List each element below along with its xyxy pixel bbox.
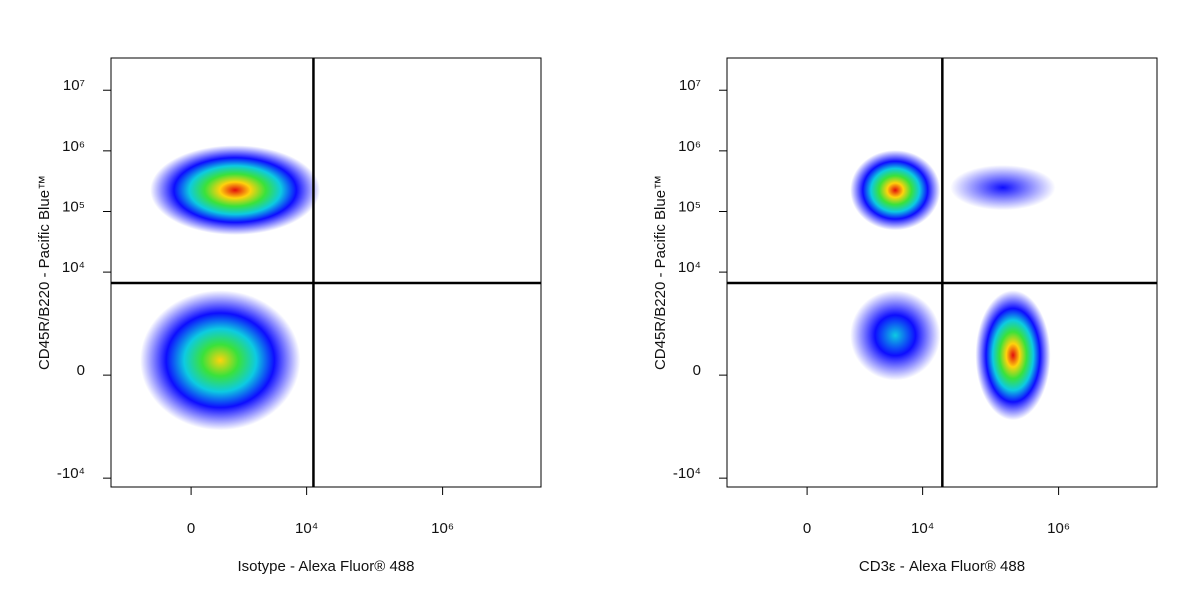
- y-axis-label: CD45R/B220 - Pacific Blue™: [36, 175, 53, 370]
- population: [150, 145, 321, 235]
- y-tick-label: -10⁴: [57, 465, 85, 482]
- y-tick-label: -10⁴: [673, 465, 701, 482]
- y-tick-label: 10⁶: [62, 138, 85, 155]
- y-tick-label: 0: [693, 362, 701, 379]
- x-axis-label: Isotype - Alexa Fluor® 488: [238, 558, 415, 575]
- y-tick-label: 10⁶: [678, 138, 701, 155]
- population: [850, 150, 941, 231]
- y-tick-label: 10⁴: [62, 259, 85, 276]
- y-tick-label: 0: [77, 362, 85, 379]
- population: [850, 290, 941, 381]
- x-tick-label: 10⁴: [295, 520, 318, 537]
- population: [950, 164, 1056, 211]
- x-tick-label: 0: [187, 520, 195, 537]
- x-tick-label: 10⁶: [431, 520, 454, 537]
- y-tick-label: 10⁵: [678, 198, 701, 215]
- x-tick-label: 0: [803, 520, 811, 537]
- population: [140, 290, 301, 431]
- x-tick-label: 10⁶: [1047, 520, 1070, 537]
- y-tick-label: 10⁷: [63, 77, 85, 94]
- y-tick-label: 10⁵: [62, 198, 85, 215]
- plot-frame: [110, 57, 542, 488]
- y-tick-label: 10⁷: [679, 77, 701, 94]
- y-tick-label: 10⁴: [678, 259, 701, 276]
- x-axis-label: CD3ε - Alexa Fluor® 488: [859, 558, 1025, 575]
- population: [975, 290, 1051, 421]
- x-tick-label: 10⁴: [911, 520, 934, 537]
- y-axis-label: CD45R/B220 - Pacific Blue™: [652, 175, 669, 370]
